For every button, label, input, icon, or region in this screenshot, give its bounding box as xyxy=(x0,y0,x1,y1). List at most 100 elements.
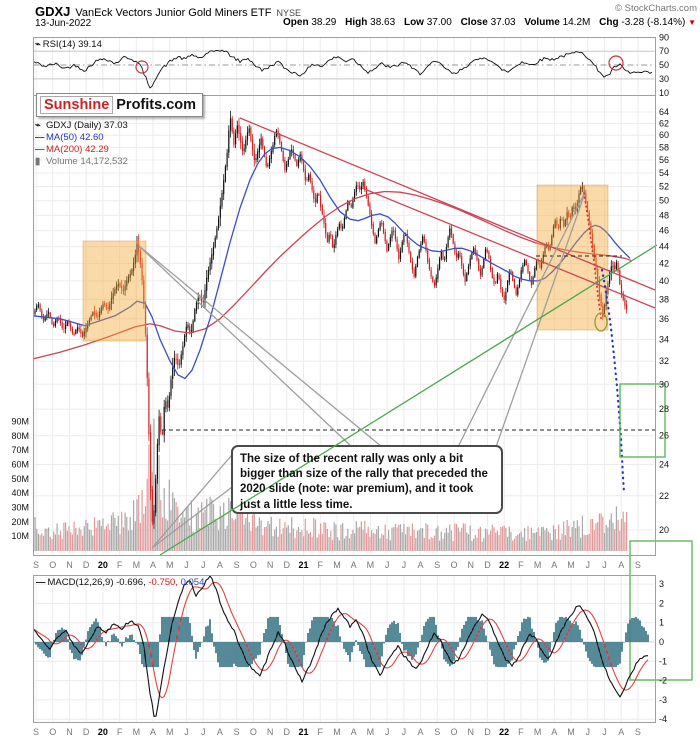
svg-text:F: F xyxy=(317,727,323,737)
svg-text:D: D xyxy=(484,727,491,737)
svg-text:38: 38 xyxy=(659,294,669,304)
svg-text:A: A xyxy=(551,727,557,737)
moving-averages xyxy=(32,146,633,380)
svg-text:44: 44 xyxy=(659,242,669,252)
svg-text:D: D xyxy=(83,727,90,737)
svg-text:-2: -2 xyxy=(659,676,667,686)
sunshine-profits-logo[interactable]: Sunshine Profits.com xyxy=(36,93,204,117)
rsi-label: RSI(14) 39.14 xyxy=(42,39,102,50)
macd-label: MACD(12,26,9) xyxy=(47,577,114,588)
svg-text:30: 30 xyxy=(659,74,669,84)
svg-text:J: J xyxy=(184,727,189,737)
macd-signal-value: -0.750, xyxy=(148,577,178,588)
svg-text:J: J xyxy=(201,727,206,737)
svg-text:28: 28 xyxy=(659,404,669,414)
svg-text:O: O xyxy=(250,727,257,737)
svg-text:N: N xyxy=(66,560,73,570)
svg-text:A: A xyxy=(217,560,223,570)
logo-sunshine: Sunshine xyxy=(40,96,114,114)
svg-text:22: 22 xyxy=(499,560,509,570)
candlestick-icon: ⌁ xyxy=(35,120,41,131)
svg-text:58: 58 xyxy=(659,142,669,152)
price-candles xyxy=(34,110,628,529)
svg-text:34: 34 xyxy=(659,334,669,344)
macd-hist-value: 0.054 xyxy=(180,577,205,588)
svg-text:A: A xyxy=(351,727,357,737)
svg-text:J: J xyxy=(586,727,591,737)
svg-text:J: J xyxy=(586,560,591,570)
svg-text:62: 62 xyxy=(659,118,669,128)
svg-text:N: N xyxy=(66,727,73,737)
svg-text:A: A xyxy=(150,727,156,737)
svg-text:J: J xyxy=(402,560,407,570)
svg-text:60: 60 xyxy=(659,130,669,140)
svg-text:M: M xyxy=(133,560,141,570)
svg-text:22: 22 xyxy=(499,727,509,737)
svg-text:50: 50 xyxy=(659,196,669,206)
macd-legend: — MACD(12,26,9) -0.696, -0.750, 0.054 xyxy=(36,577,204,588)
svg-text:S: S xyxy=(635,560,641,570)
ma200-legend: MA(200) 42.29 xyxy=(46,144,109,155)
volume-bars xyxy=(34,418,628,551)
svg-text:-3: -3 xyxy=(659,695,667,705)
ticker-symbol: GDXJ xyxy=(35,4,71,19)
volume-legend: Volume 14,172,532 xyxy=(46,156,128,167)
svg-text:M: M xyxy=(166,560,174,570)
svg-text:20: 20 xyxy=(98,560,108,570)
svg-text:A: A xyxy=(551,560,557,570)
chart-header: GDXJ VanEck Vectors Junior Gold Miners ET… xyxy=(35,3,301,21)
svg-text:90: 90 xyxy=(659,32,669,42)
svg-text:O: O xyxy=(49,560,56,570)
svg-text:O: O xyxy=(49,727,56,737)
svg-text:50: 50 xyxy=(659,60,669,70)
svg-text:S: S xyxy=(434,560,440,570)
security-name: VanEck Vectors Junior Gold Miners ETF xyxy=(75,7,272,19)
svg-text:J: J xyxy=(602,727,607,737)
ma50-legend: MA(50) 42.60 xyxy=(46,132,104,143)
low-label: Low xyxy=(403,17,424,28)
svg-text:56: 56 xyxy=(659,155,669,165)
svg-text:F: F xyxy=(117,727,123,737)
svg-text:10: 10 xyxy=(659,88,669,98)
svg-text:40: 40 xyxy=(659,276,669,286)
low-value: 37.00 xyxy=(426,17,452,28)
svg-text:20M: 20M xyxy=(11,517,29,527)
svg-text:N: N xyxy=(467,727,474,737)
svg-text:54: 54 xyxy=(659,168,669,178)
svg-text:32: 32 xyxy=(659,356,669,366)
svg-text:64: 64 xyxy=(659,107,669,117)
svg-text:A: A xyxy=(618,560,624,570)
symbol-legend: GDXJ (Daily) 37.03 xyxy=(46,120,128,131)
close-label: Close xyxy=(460,17,488,28)
svg-text:36: 36 xyxy=(659,314,669,324)
svg-text:J: J xyxy=(402,727,407,737)
svg-text:M: M xyxy=(333,727,341,737)
svg-text:S: S xyxy=(33,727,39,737)
callout-box xyxy=(231,445,503,514)
svg-text:A: A xyxy=(618,727,624,737)
ma50-line-icon: — xyxy=(35,132,45,143)
svg-text:50M: 50M xyxy=(11,474,29,484)
svg-text:N: N xyxy=(267,727,274,737)
svg-text:A: A xyxy=(351,560,357,570)
svg-text:M: M xyxy=(166,727,174,737)
svg-text:S: S xyxy=(33,560,39,570)
svg-text:M: M xyxy=(367,727,375,737)
volume-value: 14.2M xyxy=(562,17,591,28)
open-value: 38.29 xyxy=(311,17,337,28)
svg-text:O: O xyxy=(450,727,457,737)
indicator-icon: ⌁ xyxy=(35,39,41,50)
svg-text:D: D xyxy=(484,560,491,570)
svg-text:42: 42 xyxy=(659,258,669,268)
stockcharts-copyright-link[interactable]: © StockCharts.com xyxy=(615,3,697,14)
chg-label: Chg xyxy=(599,17,619,28)
analyst-annotation-text: The size of the recent rally was only a … xyxy=(240,453,488,511)
svg-text:20: 20 xyxy=(98,727,108,737)
chart-date: 13-Jun-2022 xyxy=(35,18,92,29)
svg-text:F: F xyxy=(518,727,524,737)
svg-text:J: J xyxy=(201,560,206,570)
svg-text:A: A xyxy=(217,727,223,737)
svg-text:D: D xyxy=(284,727,291,737)
svg-text:22: 22 xyxy=(659,491,669,501)
